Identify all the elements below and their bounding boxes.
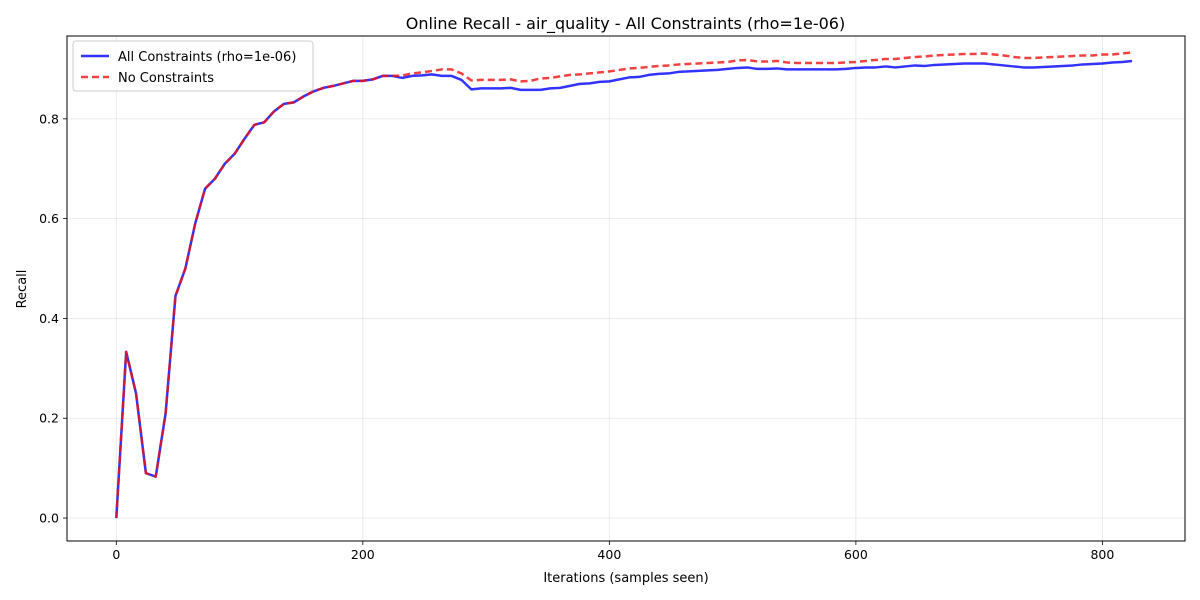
x-tick-label: 800 [1090, 547, 1114, 562]
legend-label-all-constraints: All Constraints (rho=1e-06) [118, 50, 296, 65]
x-tick-label: 0 [112, 547, 120, 562]
y-tick-label: 0.4 [39, 311, 59, 326]
x-axis-label: Iterations (samples seen) [543, 571, 708, 586]
y-tick-label: 0.8 [39, 111, 59, 126]
plot-frame [66, 35, 1186, 542]
series-line-no-constraints [115, 51, 1133, 519]
x-tick-label: 200 [351, 547, 375, 562]
x-tick-label: 400 [597, 547, 621, 562]
y-axis-label: Recall [15, 270, 30, 309]
y-tick-label: 0.0 [39, 511, 59, 526]
legend: All Constraints (rho=1e-06) No Constrain… [72, 40, 314, 92]
x-tick-label: 600 [844, 547, 868, 562]
y-tick-label: 0.6 [39, 211, 59, 226]
y-tick-label: 0.2 [39, 411, 59, 426]
chart-title: Online Recall - air_quality - All Constr… [406, 14, 845, 34]
grid [67, 36, 1185, 541]
series-layer [115, 51, 1133, 519]
axis-ticks: 0 200 400 600 800 0.0 0.2 0.4 0.6 0.8 [39, 111, 1114, 562]
legend-label-no-constraints: No Constraints [118, 71, 214, 86]
series-line-all-constraints [115, 59, 1133, 519]
legend-box [72, 40, 314, 92]
